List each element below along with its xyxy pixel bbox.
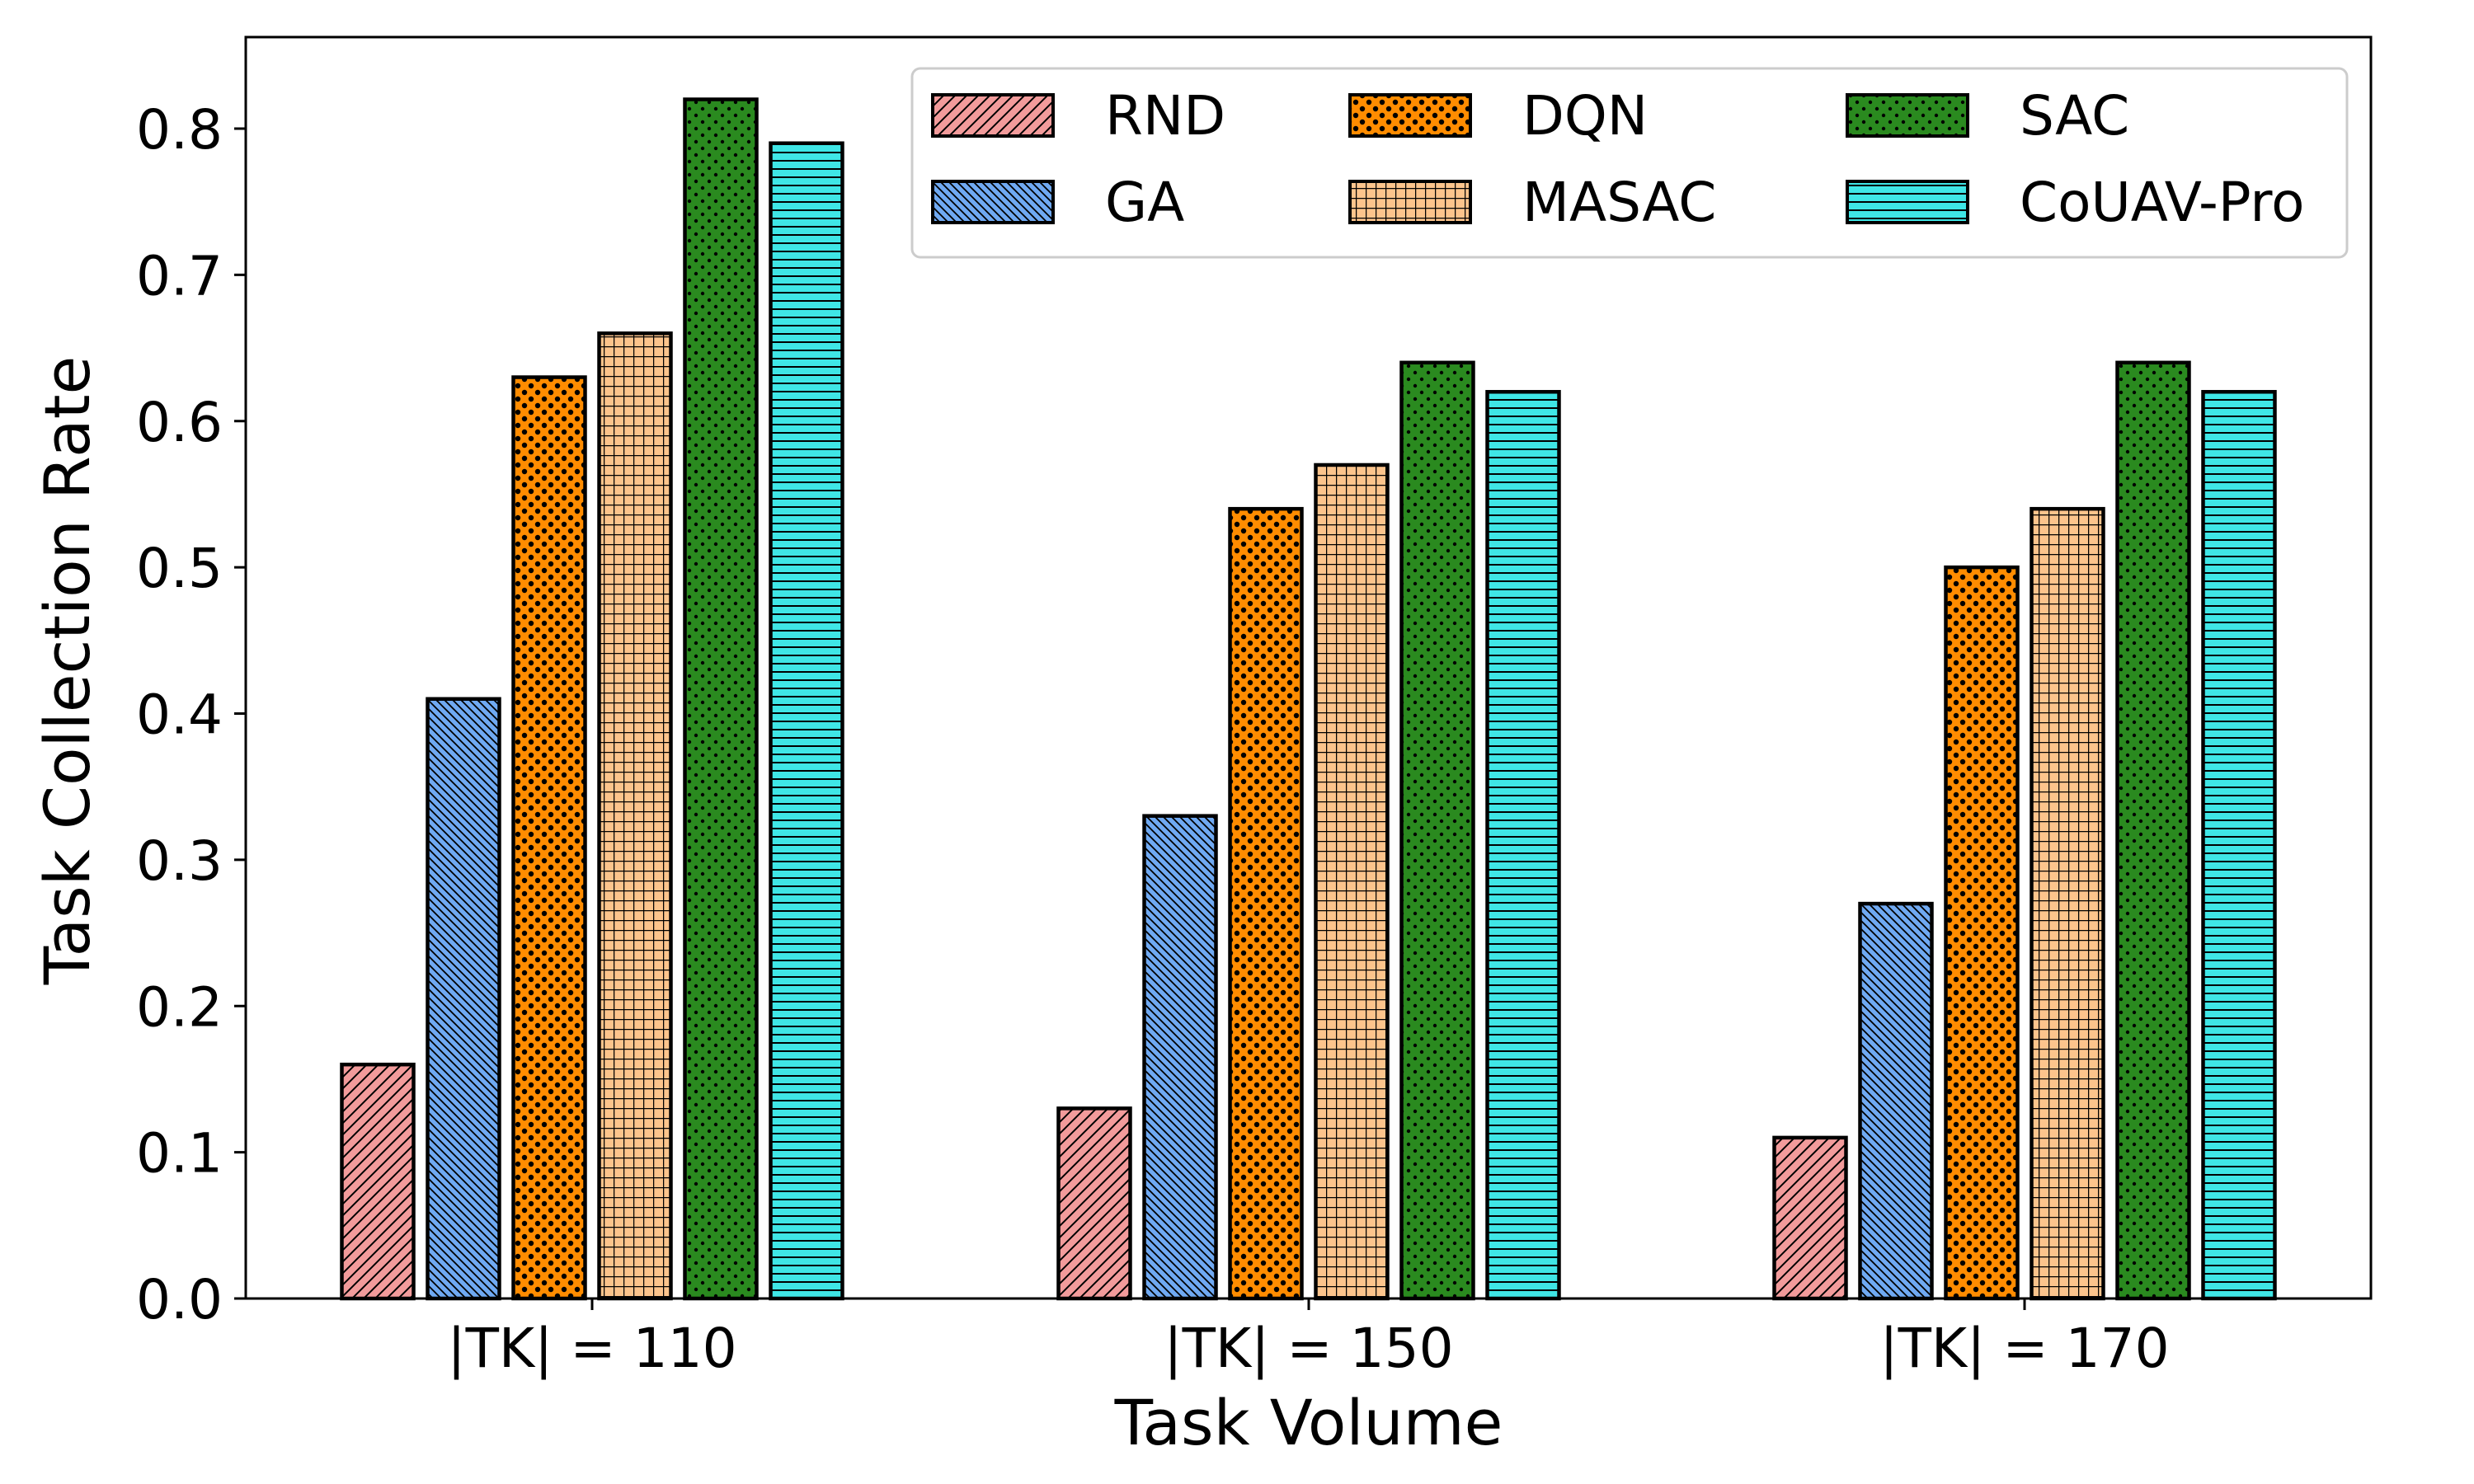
legend-label: SAC bbox=[2020, 84, 2129, 148]
y-tick-label: 0.4 bbox=[136, 683, 223, 747]
legend-label: DQN bbox=[1522, 84, 1648, 148]
y-tick-label: 0.5 bbox=[136, 537, 223, 600]
legend-swatch-sac bbox=[1846, 93, 1969, 138]
bar-couav-pro-2 bbox=[2201, 390, 2277, 1301]
legend-label: RND bbox=[1105, 84, 1225, 148]
bar-sac-1 bbox=[1399, 360, 1475, 1301]
bar-dqn-2 bbox=[1944, 565, 2020, 1301]
bar-masac-0 bbox=[597, 331, 673, 1301]
y-tick-label: 0.1 bbox=[136, 1122, 223, 1186]
x-tick-label: |TK| = 150 bbox=[1164, 1317, 1453, 1380]
bar-sac-0 bbox=[683, 97, 759, 1301]
legend-swatch-masac bbox=[1348, 180, 1472, 224]
bar-masac-2 bbox=[2030, 506, 2105, 1301]
x-tick-label: |TK| = 170 bbox=[1879, 1317, 2169, 1380]
x-axis: |TK| = 110 |TK| = 150 |TK| = 170 bbox=[447, 1298, 2170, 1380]
bar-masac-1 bbox=[1314, 463, 1390, 1301]
legend-label: CoUAV-Pro bbox=[2020, 171, 2305, 234]
bar-rnd-1 bbox=[1056, 1106, 1132, 1301]
legend-swatch-couav-pro bbox=[1846, 180, 1969, 224]
bar-ga-0 bbox=[426, 697, 501, 1301]
y-tick-label: 0.0 bbox=[136, 1268, 223, 1331]
bar-couav-pro-0 bbox=[769, 141, 844, 1301]
x-tick-label: |TK| = 110 bbox=[447, 1317, 736, 1380]
bar-rnd-0 bbox=[340, 1062, 416, 1301]
y-tick-label: 0.3 bbox=[136, 829, 223, 893]
y-axis-label: Task Collection Rate bbox=[31, 356, 104, 986]
legend-swatch-ga bbox=[931, 180, 1055, 224]
y-tick-label: 0.6 bbox=[136, 391, 223, 454]
y-tick-label: 0.8 bbox=[136, 98, 223, 162]
bar-ga-1 bbox=[1142, 814, 1218, 1301]
y-axis: 0.0 0.1 0.2 0.3 0.4 0.5 0.6 0.7 0.8 bbox=[136, 98, 246, 1331]
legend: RND GA DQN MASAC SAC CoUAV-Pro bbox=[910, 67, 2349, 259]
bar-couav-pro-1 bbox=[1485, 390, 1561, 1301]
y-tick-label: 0.2 bbox=[136, 975, 223, 1039]
legend-frame bbox=[910, 67, 2349, 259]
legend-swatch-rnd bbox=[931, 93, 1055, 138]
y-tick-label: 0.7 bbox=[136, 244, 223, 308]
bar-ga-2 bbox=[1858, 901, 1934, 1301]
bar-sac-2 bbox=[2115, 360, 2191, 1301]
bars-layer bbox=[340, 97, 2277, 1301]
bar-rnd-2 bbox=[1772, 1135, 1848, 1301]
x-axis-label: Task Volume bbox=[1114, 1386, 1503, 1459]
bar-dqn-1 bbox=[1228, 506, 1304, 1301]
legend-swatch-dqn bbox=[1348, 93, 1472, 138]
legend-label: MASAC bbox=[1522, 171, 1716, 234]
legend-label: GA bbox=[1105, 171, 1184, 234]
bar-dqn-0 bbox=[511, 375, 587, 1301]
